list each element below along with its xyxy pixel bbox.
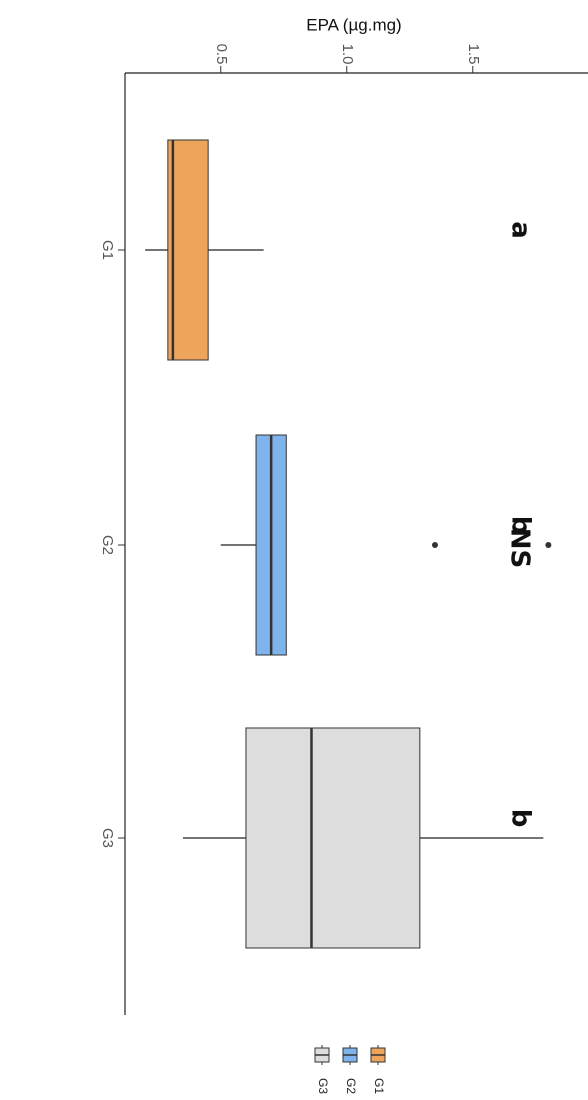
box-g1: a	[145, 139, 536, 361]
value-tick-label: 0.5	[213, 44, 230, 65]
value-ticks: 0.5 1.0 1.5	[213, 44, 482, 73]
outlier-point	[431, 542, 438, 548]
significance-letter: b	[506, 809, 536, 828]
legend-label: G1	[372, 1078, 386, 1094]
category-ticks: G1 G2 G3	[99, 240, 125, 848]
value-tick-label: 1.5	[465, 44, 482, 65]
category-tick-label: G3	[99, 828, 116, 848]
category-tick-label: G1	[99, 240, 116, 260]
outlier-point	[545, 542, 552, 548]
iqr-box	[245, 727, 421, 949]
significance-letter: a	[506, 221, 536, 239]
chart-title: NS	[505, 528, 535, 569]
value-tick-label: 1.0	[339, 44, 356, 65]
legend-label: G3	[316, 1078, 330, 1094]
legend-label: G2	[344, 1078, 358, 1094]
legend-item-g3: G3	[314, 1045, 330, 1094]
legend: G1 G2 G3	[314, 1045, 386, 1094]
category-tick-label: G2	[99, 535, 116, 555]
legend-item-g1: G1	[370, 1045, 386, 1094]
boxes: a b b	[145, 139, 552, 949]
iqr-box	[167, 139, 209, 361]
box-g3: b	[182, 727, 544, 949]
y-axis-title: EPA (µg.mg)	[306, 15, 401, 34]
legend-item-g2: G2	[342, 1045, 358, 1094]
box-g2: b	[220, 434, 552, 656]
significance-letter: b	[506, 516, 536, 535]
